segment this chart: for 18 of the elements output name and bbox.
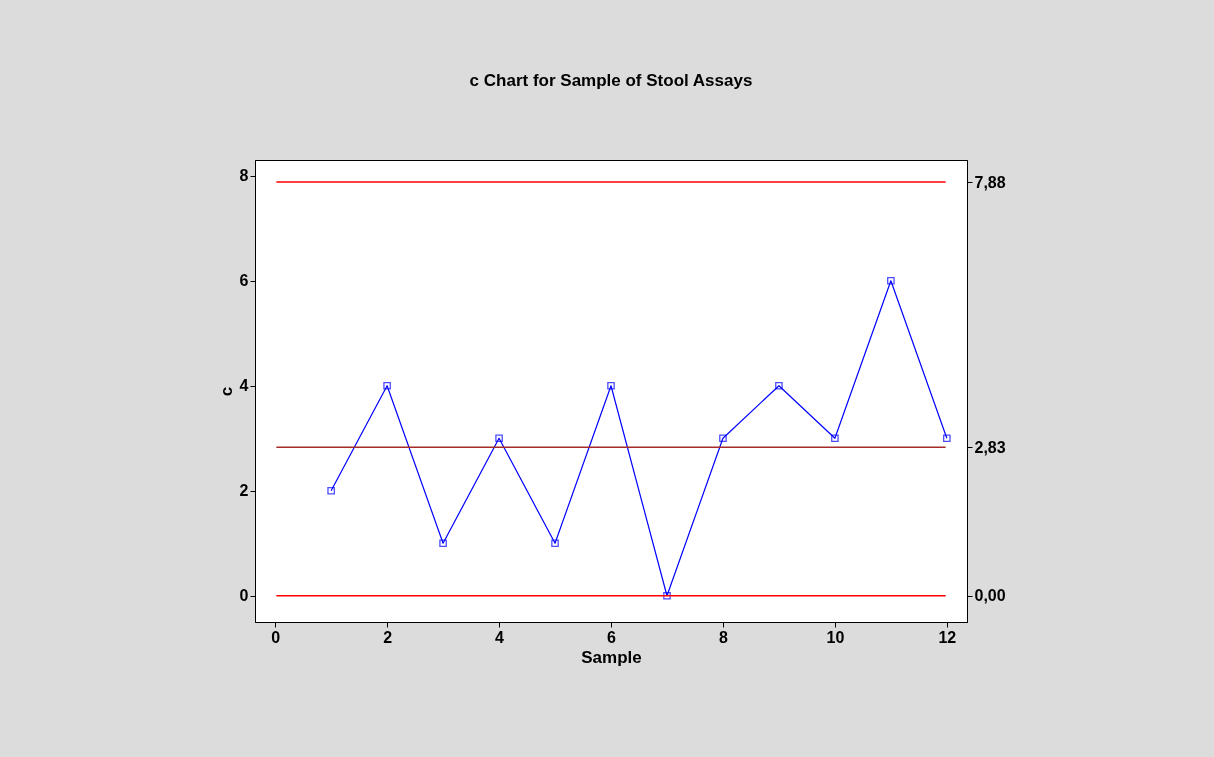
- x-tick-label: 2: [383, 628, 393, 646]
- y2-tick-label: 2,83: [974, 438, 1006, 456]
- x-tick-label: 6: [607, 628, 617, 646]
- y-tick-label: 2: [239, 482, 249, 500]
- x-tick-label: 4: [495, 628, 505, 646]
- y-tick-label: 0: [239, 587, 249, 605]
- y-axis-title: c: [216, 386, 236, 397]
- y-tick-label: 6: [239, 272, 249, 290]
- chart-title: c Chart for Sample of Stool Assays: [469, 71, 753, 90]
- x-tick-label: 0: [271, 628, 281, 646]
- x-tick-label: 12: [938, 628, 957, 646]
- y-tick-label: 4: [239, 377, 249, 395]
- x-tick-label: 8: [719, 628, 728, 646]
- y2-tick-label: 7,88: [974, 173, 1006, 191]
- y-tick-label: 8: [239, 167, 249, 185]
- x-tick-label: 10: [826, 628, 845, 646]
- x-axis-title: Sample: [581, 647, 642, 667]
- y2-tick-label: 0,00: [974, 587, 1006, 605]
